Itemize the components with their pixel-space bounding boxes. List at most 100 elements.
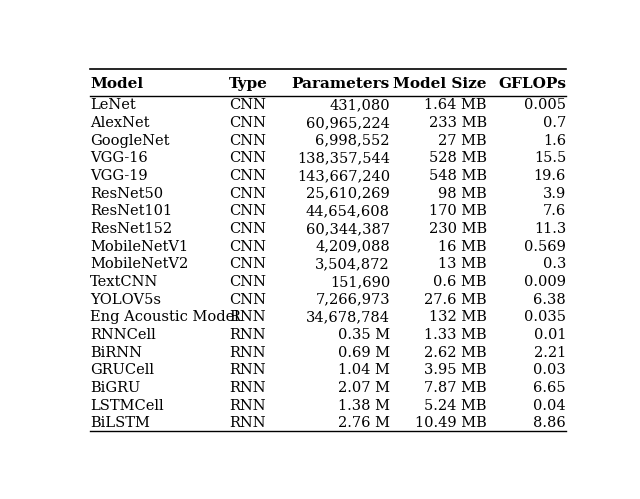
Text: GRUCell: GRUCell — [90, 363, 154, 377]
Text: Type: Type — [229, 77, 268, 91]
Text: 60,965,224: 60,965,224 — [306, 116, 390, 130]
Text: 0.01: 0.01 — [534, 328, 566, 342]
Text: BiGRU: BiGRU — [90, 381, 140, 395]
Text: 0.035: 0.035 — [524, 310, 566, 324]
Text: 7,266,973: 7,266,973 — [316, 293, 390, 307]
Text: Parameters: Parameters — [292, 77, 390, 91]
Text: TextCNN: TextCNN — [90, 275, 158, 289]
Text: 25,610,269: 25,610,269 — [307, 187, 390, 201]
Text: CNN: CNN — [229, 116, 266, 130]
Text: Model Size: Model Size — [393, 77, 486, 91]
Text: 0.04: 0.04 — [534, 399, 566, 413]
Text: RNN: RNN — [229, 310, 266, 324]
Text: 0.7: 0.7 — [543, 116, 566, 130]
Text: 5.24 MB: 5.24 MB — [424, 399, 486, 413]
Text: 1.33 MB: 1.33 MB — [424, 328, 486, 342]
Text: 2.07 M: 2.07 M — [338, 381, 390, 395]
Text: RNN: RNN — [229, 328, 266, 342]
Text: 19.6: 19.6 — [534, 169, 566, 183]
Text: GoogleNet: GoogleNet — [90, 134, 170, 148]
Text: MobileNetV1: MobileNetV1 — [90, 240, 188, 253]
Text: 7.6: 7.6 — [543, 205, 566, 219]
Text: 431,080: 431,080 — [330, 98, 390, 112]
Text: 1.38 M: 1.38 M — [338, 399, 390, 413]
Text: CNN: CNN — [229, 257, 266, 271]
Text: 3.95 MB: 3.95 MB — [424, 363, 486, 377]
Text: 1.64 MB: 1.64 MB — [424, 98, 486, 112]
Text: 11.3: 11.3 — [534, 222, 566, 236]
Text: YOLOV5s: YOLOV5s — [90, 293, 161, 307]
Text: 151,690: 151,690 — [330, 275, 390, 289]
Text: RNN: RNN — [229, 346, 266, 360]
Text: 233 MB: 233 MB — [429, 116, 486, 130]
Text: 3,504,872: 3,504,872 — [316, 257, 390, 271]
Text: 2.76 M: 2.76 M — [338, 417, 390, 431]
Text: 16 MB: 16 MB — [438, 240, 486, 253]
Text: 27.6 MB: 27.6 MB — [424, 293, 486, 307]
Text: 60,344,387: 60,344,387 — [306, 222, 390, 236]
Text: VGG-16: VGG-16 — [90, 151, 148, 165]
Text: 6,998,552: 6,998,552 — [316, 134, 390, 148]
Text: 0.3: 0.3 — [543, 257, 566, 271]
Text: LeNet: LeNet — [90, 98, 136, 112]
Text: RNN: RNN — [229, 381, 266, 395]
Text: CNN: CNN — [229, 98, 266, 112]
Text: ResNet50: ResNet50 — [90, 187, 163, 201]
Text: 1.04 M: 1.04 M — [338, 363, 390, 377]
Text: 1.6: 1.6 — [543, 134, 566, 148]
Text: CNN: CNN — [229, 275, 266, 289]
Text: Eng Acoustic Model: Eng Acoustic Model — [90, 310, 239, 324]
Text: 0.03: 0.03 — [533, 363, 566, 377]
Text: CNN: CNN — [229, 187, 266, 201]
Text: RNN: RNN — [229, 363, 266, 377]
Text: MobileNetV2: MobileNetV2 — [90, 257, 188, 271]
Text: 528 MB: 528 MB — [429, 151, 486, 165]
Text: 138,357,544: 138,357,544 — [297, 151, 390, 165]
Text: 13 MB: 13 MB — [438, 257, 486, 271]
Text: 2.21: 2.21 — [534, 346, 566, 360]
Text: VGG-19: VGG-19 — [90, 169, 148, 183]
Text: 0.35 M: 0.35 M — [338, 328, 390, 342]
Text: 0.69 M: 0.69 M — [338, 346, 390, 360]
Text: 143,667,240: 143,667,240 — [297, 169, 390, 183]
Text: 548 MB: 548 MB — [429, 169, 486, 183]
Text: LSTMCell: LSTMCell — [90, 399, 164, 413]
Text: 10.49 MB: 10.49 MB — [415, 417, 486, 431]
Text: 44,654,608: 44,654,608 — [306, 205, 390, 219]
Text: 0.005: 0.005 — [524, 98, 566, 112]
Text: CNN: CNN — [229, 293, 266, 307]
Text: 2.62 MB: 2.62 MB — [424, 346, 486, 360]
Text: RNN: RNN — [229, 399, 266, 413]
Text: RNN: RNN — [229, 417, 266, 431]
Text: CNN: CNN — [229, 205, 266, 219]
Text: 6.65: 6.65 — [534, 381, 566, 395]
Text: CNN: CNN — [229, 151, 266, 165]
Text: 27 MB: 27 MB — [438, 134, 486, 148]
Text: 6.38: 6.38 — [533, 293, 566, 307]
Text: Model: Model — [90, 77, 143, 91]
Text: 230 MB: 230 MB — [429, 222, 486, 236]
Text: 0.6 MB: 0.6 MB — [433, 275, 486, 289]
Text: 0.009: 0.009 — [524, 275, 566, 289]
Text: ResNet152: ResNet152 — [90, 222, 172, 236]
Text: ResNet101: ResNet101 — [90, 205, 172, 219]
Text: 98 MB: 98 MB — [438, 187, 486, 201]
Text: 8.86: 8.86 — [533, 417, 566, 431]
Text: 34,678,784: 34,678,784 — [306, 310, 390, 324]
Text: 170 MB: 170 MB — [429, 205, 486, 219]
Text: RNNCell: RNNCell — [90, 328, 156, 342]
Text: 3.9: 3.9 — [543, 187, 566, 201]
Text: CNN: CNN — [229, 222, 266, 236]
Text: BiLSTM: BiLSTM — [90, 417, 150, 431]
Text: AlexNet: AlexNet — [90, 116, 149, 130]
Text: 15.5: 15.5 — [534, 151, 566, 165]
Text: 7.87 MB: 7.87 MB — [424, 381, 486, 395]
Text: CNN: CNN — [229, 169, 266, 183]
Text: CNN: CNN — [229, 240, 266, 253]
Text: 0.569: 0.569 — [524, 240, 566, 253]
Text: 4,209,088: 4,209,088 — [316, 240, 390, 253]
Text: CNN: CNN — [229, 134, 266, 148]
Text: BiRNN: BiRNN — [90, 346, 142, 360]
Text: 132 MB: 132 MB — [429, 310, 486, 324]
Text: GFLOPs: GFLOPs — [498, 77, 566, 91]
